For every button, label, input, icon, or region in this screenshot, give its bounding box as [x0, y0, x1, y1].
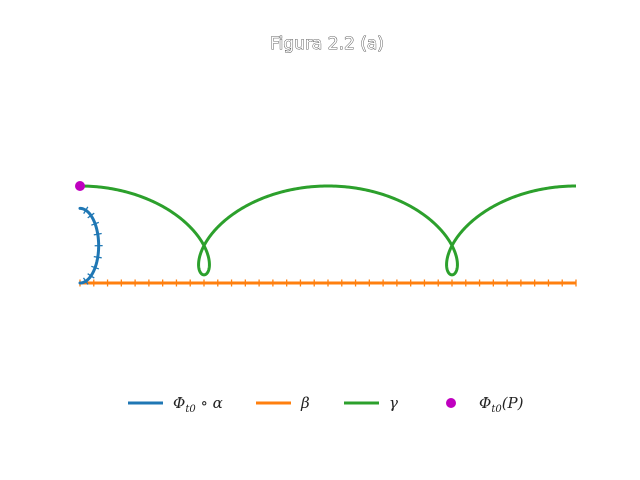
legend-label: Φt0(P)	[479, 394, 524, 415]
series-beta	[79, 279, 577, 287]
series-phi-point	[75, 181, 85, 191]
series-phi-alpha-tick	[87, 273, 95, 279]
series-gamma-line	[79, 184, 577, 277]
chart-title: Figura 2.2 (a)	[270, 34, 384, 54]
series-phi-alpha-tick	[82, 277, 89, 285]
legend-item: Φt0 ∘ α	[128, 394, 223, 415]
series-gamma	[79, 184, 577, 277]
legend-item: γ	[344, 394, 398, 412]
legend-label: γ	[389, 394, 398, 412]
series-phi-alpha-tick	[91, 265, 100, 270]
series-phi-alpha-tick	[83, 206, 89, 214]
legend: Φt0 ∘ α β γ Φt0(P)	[128, 394, 524, 415]
plot-area	[75, 181, 577, 287]
series-phi-alpha	[78, 206, 103, 285]
legend-label: β	[300, 394, 310, 412]
legend-marker	[446, 398, 456, 408]
legend-item: β	[256, 394, 310, 412]
series-phi-alpha-tick	[93, 255, 102, 259]
legend-label: Φt0 ∘ α	[173, 394, 223, 415]
series-phi-alpha-tick	[91, 221, 100, 226]
series-phi-alpha-tick	[87, 212, 95, 219]
series-phi-alpha-tick	[93, 232, 102, 236]
legend-item: Φt0(P)	[446, 394, 524, 415]
